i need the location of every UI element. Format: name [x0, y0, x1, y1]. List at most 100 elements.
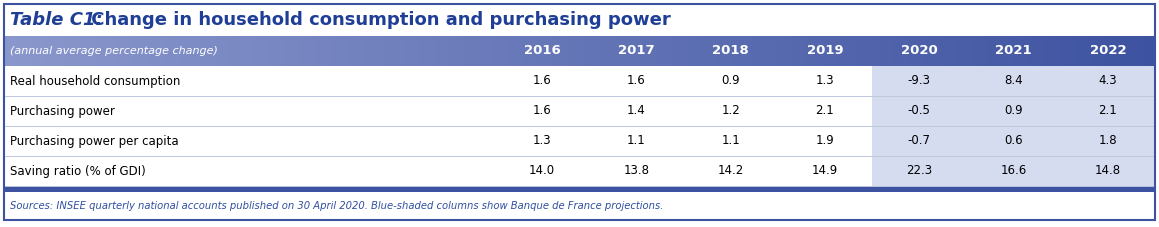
Bar: [3, 4, 1156, 36]
Bar: [626, 36, 629, 66]
Bar: [1144, 36, 1147, 66]
Text: 1.8: 1.8: [1099, 135, 1117, 148]
Bar: [345, 36, 349, 66]
Bar: [495, 36, 498, 66]
Bar: [418, 36, 422, 66]
Bar: [3, 36, 8, 66]
Bar: [143, 36, 146, 66]
Bar: [994, 36, 998, 66]
Bar: [131, 36, 134, 66]
Bar: [119, 36, 123, 66]
Bar: [204, 36, 207, 66]
Bar: [863, 36, 867, 66]
Bar: [913, 36, 917, 66]
Bar: [641, 36, 644, 66]
Bar: [422, 36, 427, 66]
Bar: [840, 36, 844, 66]
Text: Saving ratio (% of GDI): Saving ratio (% of GDI): [10, 165, 146, 178]
Text: Purchasing power per capita: Purchasing power per capita: [10, 135, 178, 148]
Bar: [372, 36, 377, 66]
Bar: [1139, 36, 1144, 66]
Bar: [676, 36, 679, 66]
Bar: [234, 36, 238, 66]
Bar: [58, 36, 61, 66]
Bar: [872, 36, 875, 66]
Bar: [1040, 36, 1044, 66]
Bar: [998, 36, 1001, 66]
Bar: [410, 36, 415, 66]
Bar: [782, 36, 787, 66]
Bar: [679, 36, 683, 66]
Bar: [353, 36, 357, 66]
Bar: [349, 36, 353, 66]
Bar: [872, 126, 967, 156]
Bar: [710, 36, 714, 66]
Bar: [1078, 36, 1083, 66]
Bar: [304, 36, 307, 66]
Bar: [1016, 36, 1021, 66]
Text: 2.1: 2.1: [816, 104, 834, 118]
Text: 1.6: 1.6: [533, 104, 552, 118]
Bar: [276, 36, 280, 66]
Bar: [488, 36, 491, 66]
Bar: [549, 36, 553, 66]
Text: 1.6: 1.6: [627, 74, 646, 87]
Bar: [188, 36, 192, 66]
Bar: [928, 36, 933, 66]
Bar: [254, 36, 257, 66]
Bar: [81, 36, 85, 66]
Text: 1.4: 1.4: [627, 104, 646, 118]
Bar: [360, 36, 365, 66]
Bar: [902, 36, 905, 66]
Bar: [357, 36, 360, 66]
Bar: [764, 36, 767, 66]
Bar: [967, 126, 1060, 156]
Bar: [146, 36, 150, 66]
Bar: [1086, 36, 1089, 66]
Bar: [576, 36, 580, 66]
Bar: [749, 36, 752, 66]
Text: 2.1: 2.1: [1099, 104, 1117, 118]
Bar: [334, 36, 337, 66]
Bar: [1124, 36, 1128, 66]
Bar: [599, 36, 603, 66]
Bar: [990, 36, 994, 66]
Bar: [369, 36, 372, 66]
Bar: [407, 36, 410, 66]
Bar: [986, 36, 990, 66]
Bar: [737, 36, 741, 66]
Bar: [506, 36, 510, 66]
Bar: [433, 36, 438, 66]
Bar: [1036, 36, 1040, 66]
Bar: [15, 36, 20, 66]
Bar: [296, 36, 299, 66]
Bar: [96, 36, 100, 66]
Bar: [257, 36, 261, 66]
Bar: [115, 36, 119, 66]
Bar: [330, 36, 334, 66]
Text: Table C1:: Table C1:: [10, 11, 103, 29]
Bar: [1060, 66, 1156, 96]
Bar: [65, 36, 70, 66]
Bar: [387, 36, 392, 66]
Bar: [671, 36, 676, 66]
Bar: [3, 186, 1156, 192]
Bar: [556, 36, 560, 66]
Text: 2019: 2019: [807, 44, 844, 57]
Bar: [23, 36, 27, 66]
Bar: [134, 36, 138, 66]
Bar: [1128, 36, 1132, 66]
Bar: [760, 36, 764, 66]
Bar: [472, 36, 476, 66]
Bar: [606, 36, 610, 66]
Bar: [983, 36, 986, 66]
Bar: [933, 36, 936, 66]
Bar: [978, 36, 983, 66]
Bar: [12, 36, 15, 66]
Bar: [614, 36, 618, 66]
Bar: [1060, 156, 1156, 186]
Bar: [644, 36, 649, 66]
Bar: [207, 36, 211, 66]
Bar: [668, 36, 671, 66]
Bar: [775, 36, 779, 66]
